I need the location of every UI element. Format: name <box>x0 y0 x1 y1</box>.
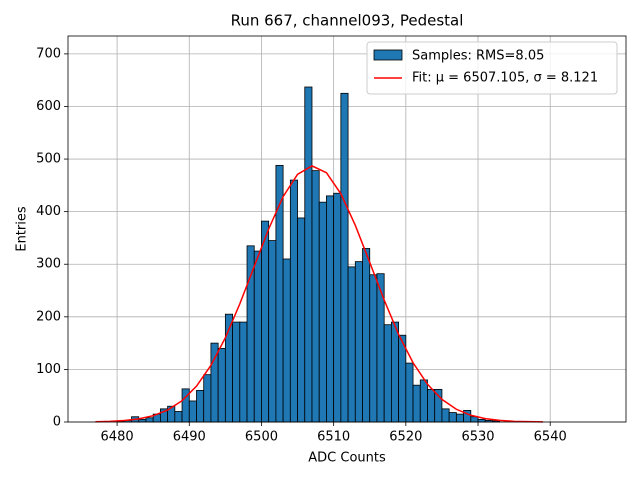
legend-label: Samples: RMS=8.05 <box>412 49 544 64</box>
bar <box>362 248 371 423</box>
bar <box>203 374 212 423</box>
bar <box>311 170 320 423</box>
bar <box>253 250 262 423</box>
bar <box>232 321 241 423</box>
y-tick-label: 200 <box>36 309 61 324</box>
bar <box>239 321 248 423</box>
fit-line <box>95 165 543 423</box>
x-tick-label: 6530 <box>461 430 494 445</box>
bar <box>289 179 298 423</box>
bar <box>427 388 436 423</box>
legend-box <box>366 41 618 95</box>
bar <box>390 321 400 423</box>
bar <box>405 362 414 423</box>
bar <box>246 245 255 423</box>
y-tick-label: 500 <box>36 152 61 167</box>
bar <box>297 217 306 423</box>
plot-frame <box>67 35 627 423</box>
y-axis-label: Entries <box>15 206 30 252</box>
x-tick-label: 6500 <box>245 430 278 445</box>
bar <box>304 86 313 423</box>
x-tick-label: 6520 <box>389 430 422 445</box>
x-tick-label: 6480 <box>101 430 134 445</box>
x-tick-label: 6490 <box>173 430 206 445</box>
bar <box>347 266 356 423</box>
bar <box>354 261 363 423</box>
bar <box>448 412 457 423</box>
y-tick-label: 0 <box>53 415 61 430</box>
bar <box>333 192 342 423</box>
bar <box>412 384 421 423</box>
bar <box>383 324 392 423</box>
bar <box>419 379 428 423</box>
y-tick-label: 100 <box>36 362 61 377</box>
x-tick-label: 6540 <box>534 430 567 445</box>
bar <box>441 408 450 423</box>
bar <box>340 92 349 423</box>
legend-swatch <box>373 49 403 61</box>
y-tick-label: 700 <box>36 46 61 61</box>
bar <box>455 413 464 423</box>
bar <box>217 347 226 423</box>
x-tick-label: 6510 <box>317 430 350 445</box>
bar <box>282 258 291 423</box>
bar <box>174 411 183 423</box>
bar <box>369 274 378 423</box>
bar <box>470 416 479 423</box>
y-tick-label: 600 <box>36 99 61 114</box>
bar <box>145 417 154 423</box>
legend-label: Fit: μ = 6507.105, σ = 8.121 <box>412 71 598 86</box>
y-tick-label: 400 <box>36 204 61 219</box>
chart-title: Run 667, channel093, Pedestal <box>231 12 464 30</box>
bar <box>196 390 205 423</box>
x-axis-label: ADC Counts <box>308 451 386 466</box>
bar <box>398 334 407 423</box>
bar <box>434 388 443 423</box>
bar <box>326 195 335 423</box>
bar <box>318 201 327 423</box>
bar <box>261 220 270 423</box>
y-tick-label: 300 <box>36 257 61 272</box>
legend: Samples: RMS=8.05 Fit: μ = 6507.105, σ = … <box>366 41 618 95</box>
bar <box>188 400 197 423</box>
bar <box>268 240 277 423</box>
